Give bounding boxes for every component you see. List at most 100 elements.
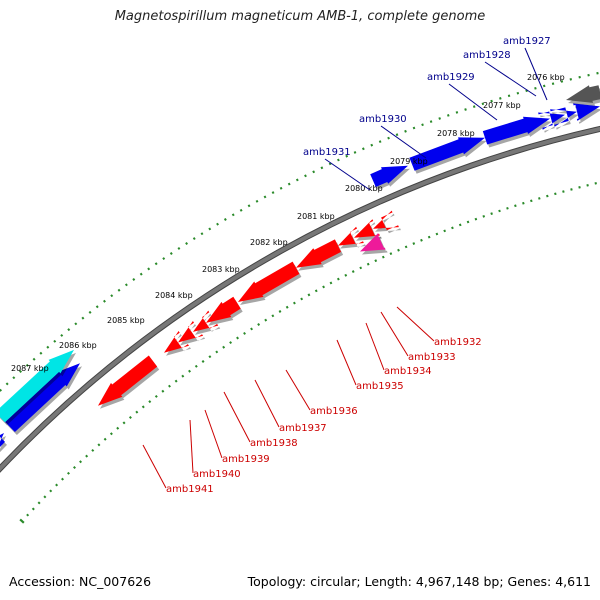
gene-amb1932-shadow [375, 213, 401, 234]
inner-tick [329, 281, 333, 285]
outer-tick [19, 370, 23, 373]
gene-label-reverse[interactable]: amb1932 [434, 337, 482, 348]
gene-label-forward[interactable]: amb1928 [463, 50, 511, 61]
leader-line [204, 409, 223, 459]
gene-amb1931[interactable] [370, 165, 408, 187]
gene-label-reverse[interactable]: amb1936 [310, 406, 358, 417]
outer-tick [387, 136, 390, 140]
gene-gray[interactable] [566, 85, 600, 103]
gene-cyan[interactable] [0, 349, 74, 423]
outer-tick [216, 222, 219, 226]
inner-tick [236, 336, 239, 340]
inner-tick [359, 266, 363, 270]
outer-tick [516, 91, 520, 95]
inner-tick [514, 204, 517, 208]
inner-tick [66, 471, 70, 475]
gene-label-forward[interactable]: amb1927 [503, 36, 551, 47]
inner-tick [116, 426, 120, 430]
leader-line [365, 322, 385, 371]
inner-tick [174, 379, 178, 383]
inner-tick [285, 305, 289, 309]
outer-tick [263, 195, 267, 199]
gene-amb1937[interactable] [206, 296, 241, 323]
leader-line [336, 339, 357, 386]
inner-tick [257, 323, 261, 326]
outer-tick [370, 143, 374, 147]
outer-tick [362, 147, 365, 151]
gene-amb1940[interactable] [164, 331, 189, 353]
gene-amb1932[interactable] [373, 210, 399, 231]
gene-amb1930[interactable] [409, 137, 485, 171]
gene-label-reverse[interactable]: amb1940 [193, 469, 241, 480]
gene-forward-left[interactable] [0, 432, 5, 457]
topology-text: Topology: circular; Length: 4,967,148 bp… [247, 574, 591, 589]
leader-line [448, 83, 498, 121]
inner-tick [194, 364, 198, 368]
gene-amb1933[interactable] [354, 219, 380, 238]
outer-tick [490, 99, 493, 103]
leader-line [380, 311, 409, 357]
tick-label: 2076 kbp [527, 73, 565, 82]
leader-line [285, 369, 311, 411]
gene-label-reverse[interactable]: amb1938 [250, 438, 298, 449]
outer-tick [542, 84, 546, 88]
gene-forward-right[interactable] [573, 103, 600, 121]
inner-tick [55, 483, 59, 487]
leader-line [396, 306, 435, 342]
gene-label-forward[interactable]: amb1930 [359, 114, 407, 125]
inner-tick [109, 432, 113, 436]
outer-tick [560, 80, 564, 83]
gene-amb1927[interactable] [550, 107, 577, 127]
inner-tick [404, 245, 408, 249]
outer-tick [421, 123, 424, 127]
gene-label-reverse[interactable]: amb1939 [222, 454, 270, 465]
inner-tick [530, 199, 533, 203]
outer-tick [117, 288, 121, 292]
gene-amb1934[interactable] [338, 226, 364, 246]
gene-amb1928[interactable] [538, 111, 565, 130]
inner-tick [427, 235, 431, 239]
gene-label-forward[interactable]: amb1931 [303, 147, 351, 158]
outer-tick [0, 388, 3, 392]
gene-amb1939[interactable] [178, 321, 204, 343]
inner-tick [374, 259, 378, 263]
outer-tick [455, 111, 459, 114]
gene-amb1938[interactable] [193, 310, 219, 332]
outer-tick [569, 77, 573, 81]
inner-tick [546, 194, 549, 198]
inner-tick [264, 318, 268, 322]
outer-tick [551, 82, 555, 85]
genome-backbone [0, 125, 600, 473]
gene-highlight[interactable] [360, 233, 386, 252]
gene-amb1935[interactable] [296, 239, 342, 268]
tick-label: 2080 kbp [345, 184, 383, 193]
outer-tick [295, 178, 299, 182]
inner-tick [300, 297, 304, 301]
inner-tick [61, 477, 65, 481]
gene-label-reverse[interactable]: amb1941 [166, 484, 214, 495]
inner-tick [103, 437, 107, 441]
outer-tick [177, 246, 181, 250]
gene-label-reverse[interactable]: amb1937 [279, 423, 327, 434]
inner-tick [208, 355, 212, 359]
gene-label-reverse[interactable]: amb1934 [384, 366, 432, 377]
page-title: Magnetospirillum magneticum AMB-1, compl… [114, 9, 486, 24]
gene-label-reverse[interactable]: amb1933 [408, 352, 456, 363]
inner-tick [314, 289, 318, 293]
gene-amb1929[interactable] [482, 116, 550, 145]
outer-tick [53, 339, 57, 343]
outer-tick [438, 117, 441, 120]
inner-tick [443, 229, 446, 233]
inner-tick [451, 226, 454, 230]
gene-forward-left-long[interactable] [5, 363, 81, 432]
leader-line [524, 47, 548, 101]
gene-label-forward[interactable]: amb1929 [427, 72, 475, 83]
leader-line [254, 379, 280, 428]
inner-tick [389, 252, 393, 256]
gene-label-reverse[interactable]: amb1935 [356, 381, 404, 392]
gene-forward-left-shadow [0, 436, 7, 453]
inner-tick [562, 190, 565, 193]
gene-amb1941[interactable] [98, 355, 158, 406]
gene-amb1936[interactable] [238, 261, 300, 302]
